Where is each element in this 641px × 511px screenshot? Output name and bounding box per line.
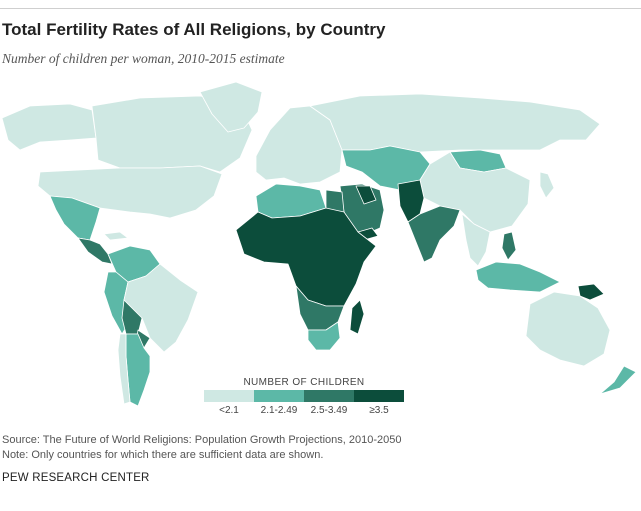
canada [91,95,253,173]
russia [309,93,601,153]
philippines [501,231,517,261]
alaska [1,103,97,151]
source-notes: Source: The Future of World Religions: P… [2,433,401,463]
legend-label-1: <2.1 [219,405,239,416]
legend-swatch-4 [354,390,404,402]
southeast-asia [461,213,491,267]
legend-label-3: 2.5-3.49 [310,405,348,416]
australia [525,291,611,367]
legend-swatch-3 [304,390,354,402]
chile [117,333,131,405]
legend-swatch-1 [204,390,254,402]
indonesia [475,261,561,293]
legend-label-4: ≥3.5 [369,405,389,416]
south-africa [307,321,341,351]
india [407,205,461,263]
madagascar [349,299,365,335]
note-text: Note: Only countries for which there are… [2,449,324,461]
chart-subtitle: Number of children per woman, 2010-2015 … [2,51,285,66]
organization-name: PEW RESEARCH CENTER [2,472,150,484]
legend-labels: <2.1 2.1-2.49 2.5-3.49 ≥3.5 [204,405,404,416]
legend-label-2: 2.1-2.49 [260,405,298,416]
europe [255,105,343,185]
japan [539,171,555,199]
papua-new-guinea [577,283,605,301]
legend-title: NUMBER OF CHILDREN [243,377,365,388]
top-rule [0,8,641,9]
world-map [1,81,637,407]
central-america [77,237,113,265]
chart-title: Total Fertility Rates of All Religions, … [2,20,386,39]
legend-swatch-2 [254,390,304,402]
sub-saharan-africa [235,207,377,307]
new-zealand [599,365,637,395]
legend-bar [204,390,404,402]
source-text: Source: The Future of World Religions: P… [2,434,402,446]
cuba [103,231,129,241]
greenland [199,81,263,133]
